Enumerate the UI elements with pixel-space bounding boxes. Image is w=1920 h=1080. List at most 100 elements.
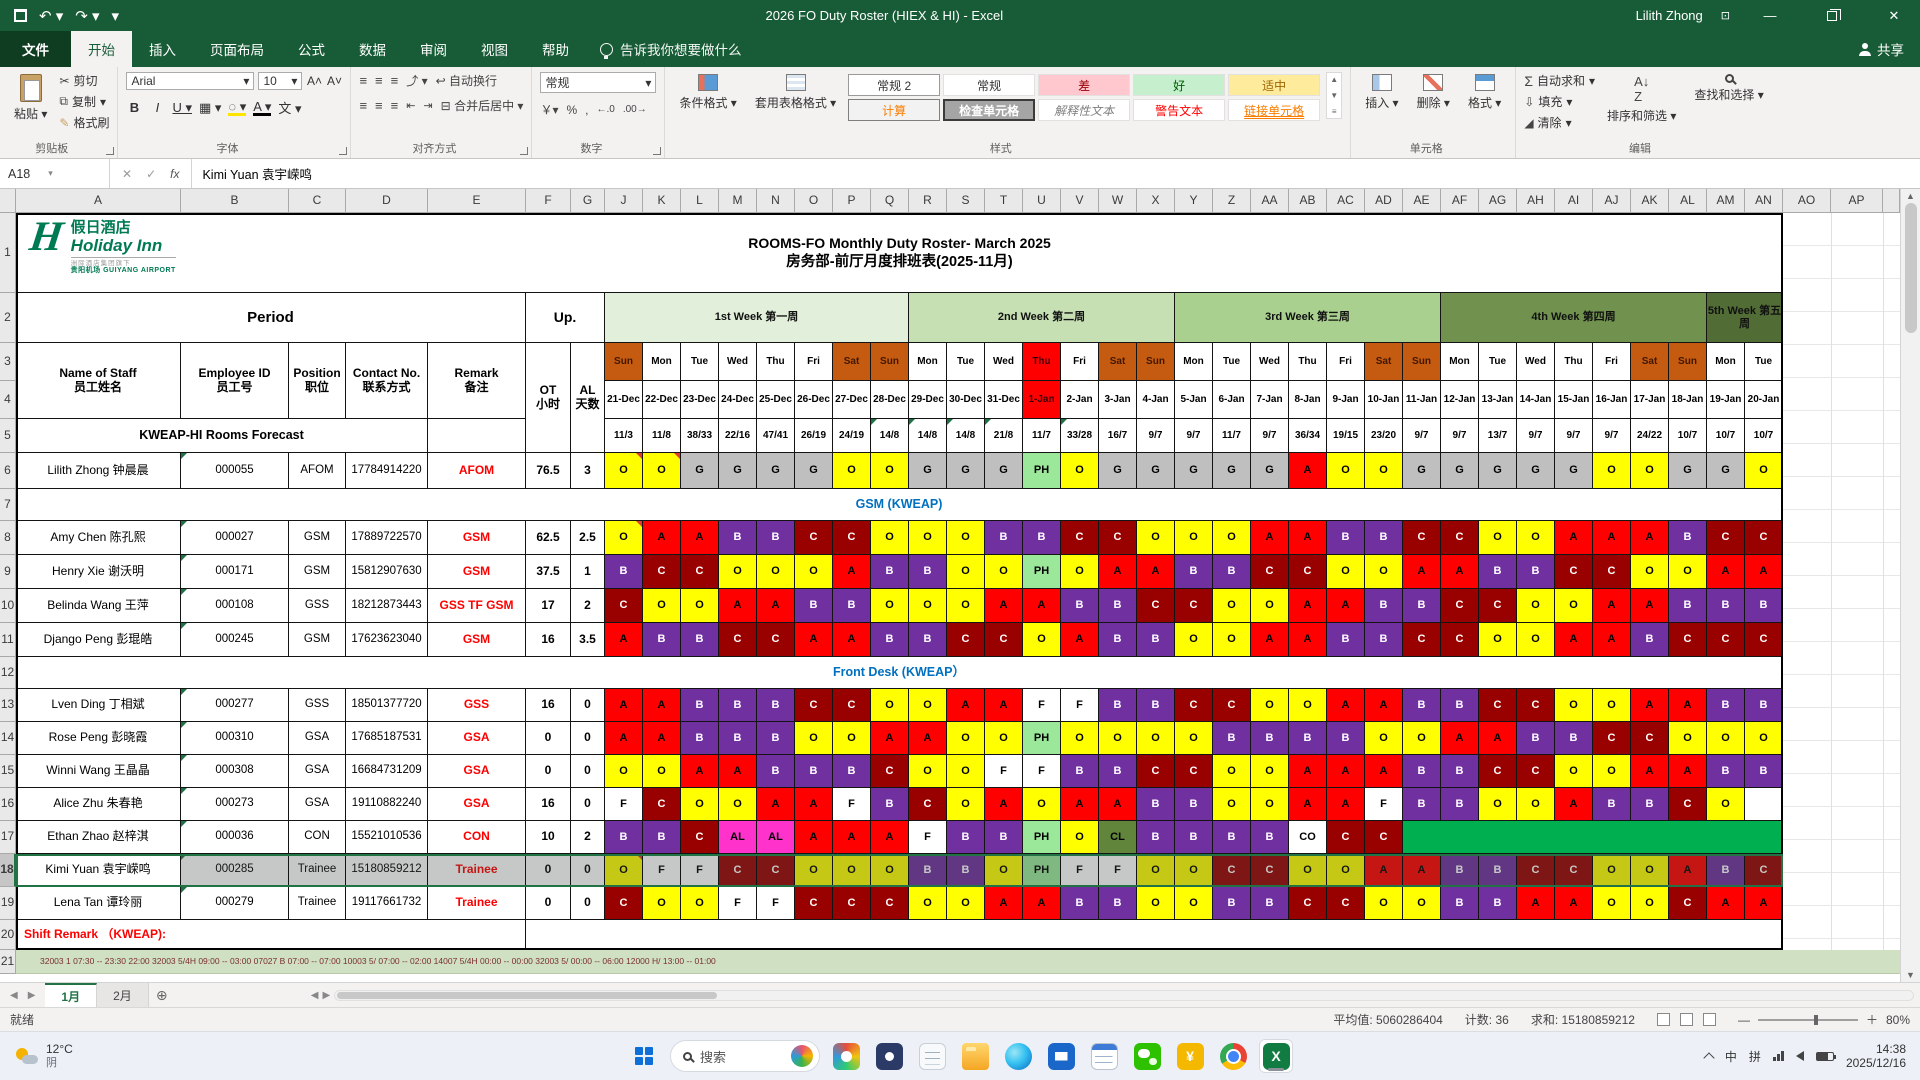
roster-cell[interactable]: C [1251,854,1289,887]
day-header-cell[interactable]: Fri [1061,343,1099,381]
roster-cell[interactable]: C [1175,689,1213,722]
roster-cell[interactable]: C [1137,589,1175,623]
staff-name[interactable]: Alice Zhu 朱春艳 [16,788,181,821]
ot-hours[interactable]: 16 [526,623,571,657]
roster-cell[interactable]: G [909,453,947,489]
roster-cell[interactable]: O [1517,589,1555,623]
roster-cell[interactable]: O [719,788,757,821]
number-dialog-launcher[interactable] [653,147,662,155]
row-header-14[interactable]: 14 [0,722,16,755]
day-header-cell[interactable]: Mon [1707,343,1745,381]
roster-cell[interactable]: G [757,453,795,489]
remark[interactable]: AFOM [428,453,526,489]
ribbon-display-options-icon[interactable]: ⊡ [1720,10,1730,22]
zoom-slider[interactable] [1813,1014,1818,1025]
date-cell[interactable]: 17-Jan [1631,381,1669,419]
forecast-cell[interactable]: 9/7 [1517,419,1555,453]
roster-cell[interactable]: B [1403,788,1441,821]
roster-cell[interactable]: O [985,722,1023,755]
cell-style-常规[interactable]: 常规 [943,74,1036,96]
roster-cell[interactable]: O [1327,453,1365,489]
roster-cell[interactable]: C [719,854,757,887]
roster-cell[interactable]: G [795,453,833,489]
day-header-cell[interactable]: Sat [833,343,871,381]
column-header-S[interactable]: S [947,189,985,213]
roster-cell[interactable]: O [1555,755,1593,788]
roster-cell[interactable]: G [681,453,719,489]
roster-cell[interactable]: A [1289,589,1327,623]
roster-cell[interactable]: C [833,689,871,722]
roster-cell[interactable]: B [1251,887,1289,920]
roster-cell[interactable]: O [643,453,681,489]
roster-cell[interactable]: B [757,755,795,788]
day-header-cell[interactable]: Sat [1631,343,1669,381]
date-cell[interactable]: 11-Jan [1403,381,1441,419]
date-cell[interactable]: 25-Dec [757,381,795,419]
vertical-scroll-thumb[interactable] [1904,203,1917,333]
roster-cell[interactable]: C [1517,755,1555,788]
roster-cell[interactable]: A [985,887,1023,920]
position[interactable]: GSM [289,623,346,657]
restore-button[interactable] [1810,0,1854,31]
roster-cell[interactable]: O [1175,887,1213,920]
column-header-AJ[interactable]: AJ [1593,189,1631,213]
roster-cell[interactable]: O [643,755,681,788]
roster-cell[interactable]: B [1213,722,1251,755]
forecast-cell[interactable]: 38/33 [681,419,719,453]
roster-cell[interactable]: C [1745,854,1783,887]
roster-cell[interactable]: O [1631,555,1669,589]
roster-cell[interactable]: PH [1023,722,1061,755]
roster-cell[interactable]: C [1517,854,1555,887]
roster-cell[interactable]: O [1479,788,1517,821]
column-header-AG[interactable]: AG [1479,189,1517,213]
redo-button[interactable]: ↷ ▾ [75,7,100,25]
cell-style-常规 2[interactable]: 常规 2 [848,74,941,96]
roster-cell[interactable]: B [1441,854,1479,887]
roster-cell[interactable]: O [1365,887,1403,920]
roster-cell[interactable]: O [985,555,1023,589]
roster-cell[interactable]: A [1669,755,1707,788]
decrease-indent-icon[interactable]: ⇤ [406,100,416,112]
roster-cell[interactable]: C [1517,689,1555,722]
roster-cell[interactable]: B [1327,722,1365,755]
roster-cell[interactable]: G [1707,453,1745,489]
employee-id[interactable]: 000310 [181,722,289,755]
roster-cell[interactable]: A [1707,887,1745,920]
roster-cell[interactable]: F [985,755,1023,788]
forecast-cell[interactable]: 24/22 [1631,419,1669,453]
roster-cell[interactable]: C [1593,722,1631,755]
roster-cell[interactable]: O [1555,589,1593,623]
roster-cell[interactable]: B [1707,854,1745,887]
column-header-J[interactable]: J [605,189,643,213]
roster-cell[interactable]: B [1745,589,1783,623]
remark[interactable]: CON [428,821,526,854]
roster-cell[interactable]: C [1593,555,1631,589]
roster-cell[interactable]: O [1403,887,1441,920]
roster-cell[interactable]: O [643,589,681,623]
roster-cell[interactable]: O [947,722,985,755]
roster-cell[interactable]: C [795,689,833,722]
hscroll-left-icon[interactable]: ◀ [310,989,319,1001]
roster-cell[interactable]: C [1137,755,1175,788]
day-header-cell[interactable]: Thu [757,343,795,381]
roster-cell[interactable]: O [1365,555,1403,589]
day-header-cell[interactable]: Fri [795,343,833,381]
roster-cell[interactable]: O [681,788,719,821]
column-header-R[interactable]: R [909,189,947,213]
row-header-10[interactable]: 10 [0,589,16,623]
merge-center-button[interactable]: ⊟ 合并后居中 ▾ [440,99,524,113]
roster-cell[interactable]: C [643,555,681,589]
date-cell[interactable]: 21-Dec [605,381,643,419]
roster-cell[interactable]: B [1631,623,1669,657]
roster-cell[interactable]: B [947,821,985,854]
roster-cell[interactable]: A [605,689,643,722]
position[interactable]: GSM [289,521,346,555]
forecast-cell[interactable]: 11/8 [643,419,681,453]
forecast-cell[interactable]: 14/8 [947,419,985,453]
weather-widget[interactable]: 12°C 阴 [0,1042,89,1069]
roster-cell[interactable]: A [1631,689,1669,722]
align-left-icon[interactable]: ≡ [359,98,368,113]
day-header-cell[interactable]: Tue [1479,343,1517,381]
contact-no[interactable]: 17889722570 [346,521,428,555]
sheet-nav-left-icon[interactable]: ◀ [10,989,18,1001]
